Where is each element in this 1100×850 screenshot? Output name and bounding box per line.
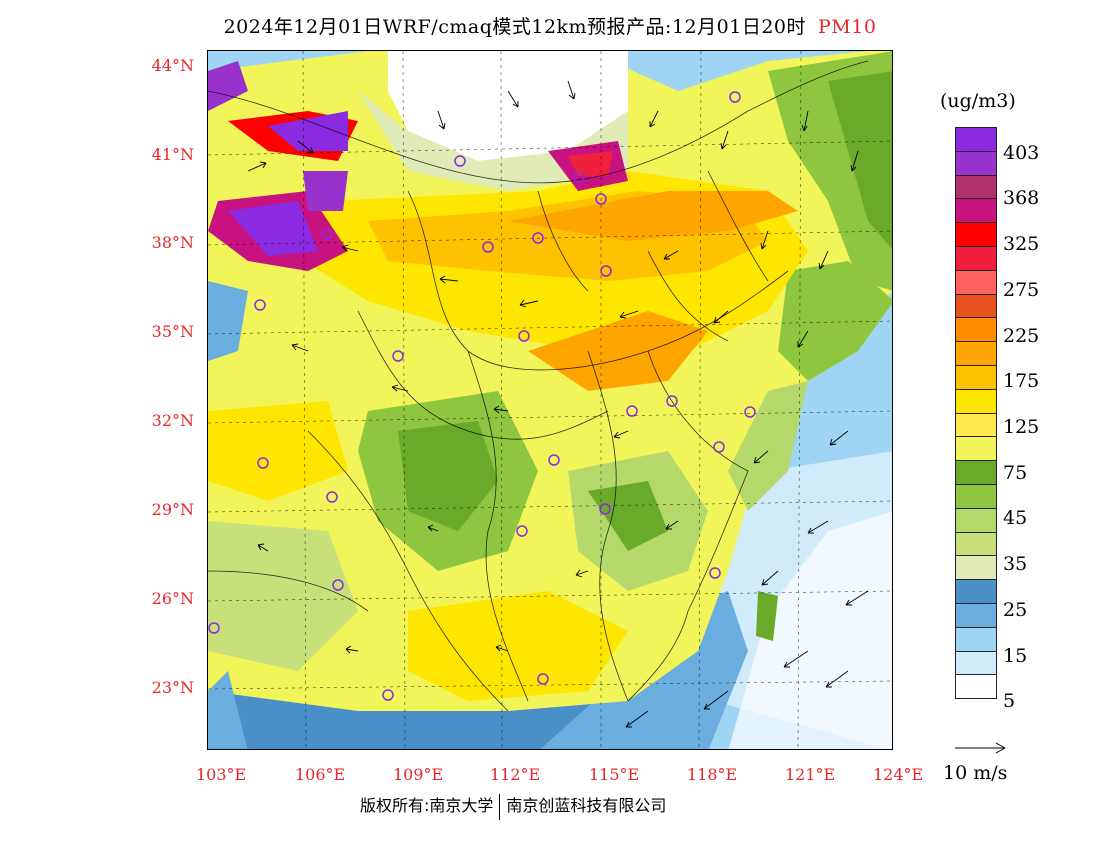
- lon-label: 121°E: [785, 765, 836, 784]
- legend-color-box: [955, 389, 997, 414]
- lon-label: 109°E: [393, 765, 444, 784]
- lon-label: 112°E: [490, 765, 541, 784]
- legend-label: 403: [1003, 142, 1040, 164]
- legend-color-box: [955, 127, 997, 152]
- footer-right: 南京创蓝科技有限公司: [506, 796, 667, 815]
- legend-label: 275: [1003, 279, 1040, 301]
- lon-label: 115°E: [589, 765, 640, 784]
- lon-label: 106°E: [295, 765, 346, 784]
- title-variable: PM10: [818, 16, 877, 38]
- legend-label: 325: [1003, 233, 1040, 255]
- lat-label: 23°N: [151, 678, 194, 697]
- legend-label: 175: [1003, 370, 1040, 392]
- legend-label: 125: [1003, 416, 1040, 438]
- legend-color-box: [955, 413, 997, 438]
- lat-label: 38°N: [151, 233, 194, 252]
- lat-label: 44°N: [151, 56, 194, 75]
- legend-colorbar: [955, 127, 997, 700]
- legend-color-box: [955, 484, 997, 509]
- lon-label: 124°E: [873, 765, 924, 784]
- legend-color-box: [955, 461, 997, 485]
- legend-color-box: [955, 318, 997, 343]
- pm10-field: [208, 51, 892, 749]
- legend-color-box: [955, 580, 997, 604]
- title-main: 2024年12月01日WRF/cmaq模式12km预报产品:12月01日20时: [223, 16, 806, 38]
- lat-label: 29°N: [151, 500, 194, 519]
- copyright-footer: 版权所有:南京大学 南京创蓝科技有限公司: [360, 792, 666, 820]
- wind-scale-label: 10 m/s: [943, 762, 1008, 784]
- legend-color-box: [955, 175, 997, 200]
- legend-unit: (ug/m3): [940, 90, 1016, 112]
- chart-title: 2024年12月01日WRF/cmaq模式12km预报产品:12月01日20时 P…: [0, 12, 1100, 39]
- legend-color-box: [955, 365, 997, 390]
- legend-color-box: [955, 508, 997, 533]
- legend-color-box: [955, 556, 997, 581]
- legend-color-box: [955, 270, 997, 295]
- legend-color-box: [955, 223, 997, 247]
- legend-label: 225: [1003, 325, 1040, 347]
- legend-label: 368: [1003, 187, 1040, 209]
- legend-color-box: [955, 437, 997, 462]
- legend-color-box: [955, 151, 997, 176]
- legend-label: 5: [1003, 690, 1016, 712]
- legend-color-box: [955, 199, 997, 224]
- legend-color-box: [955, 627, 997, 652]
- legend-color-box: [955, 651, 997, 676]
- legend-color-box: [955, 603, 997, 628]
- legend-color-box: [955, 342, 997, 366]
- legend-color-box: [955, 246, 997, 271]
- lon-label: 103°E: [196, 765, 247, 784]
- legend-label: 15: [1003, 645, 1028, 667]
- footer-separator: [499, 793, 501, 820]
- lat-label: 41°N: [151, 145, 194, 164]
- map-panel: [207, 50, 893, 750]
- legend-color-box: [955, 294, 997, 319]
- lat-label: 26°N: [151, 589, 194, 608]
- legend-label: 45: [1003, 507, 1028, 529]
- legend-label: 25: [1003, 599, 1028, 621]
- legend-color-box: [955, 675, 997, 700]
- wind-scale-arrow: [955, 742, 1006, 754]
- lon-label: 118°E: [687, 765, 738, 784]
- footer-left: 版权所有:南京大学: [360, 796, 494, 815]
- legend-label: 75: [1003, 462, 1028, 484]
- legend-color-box: [955, 532, 997, 557]
- legend-label: 35: [1003, 553, 1028, 575]
- lat-label: 35°N: [151, 322, 194, 341]
- lat-label: 32°N: [151, 411, 194, 430]
